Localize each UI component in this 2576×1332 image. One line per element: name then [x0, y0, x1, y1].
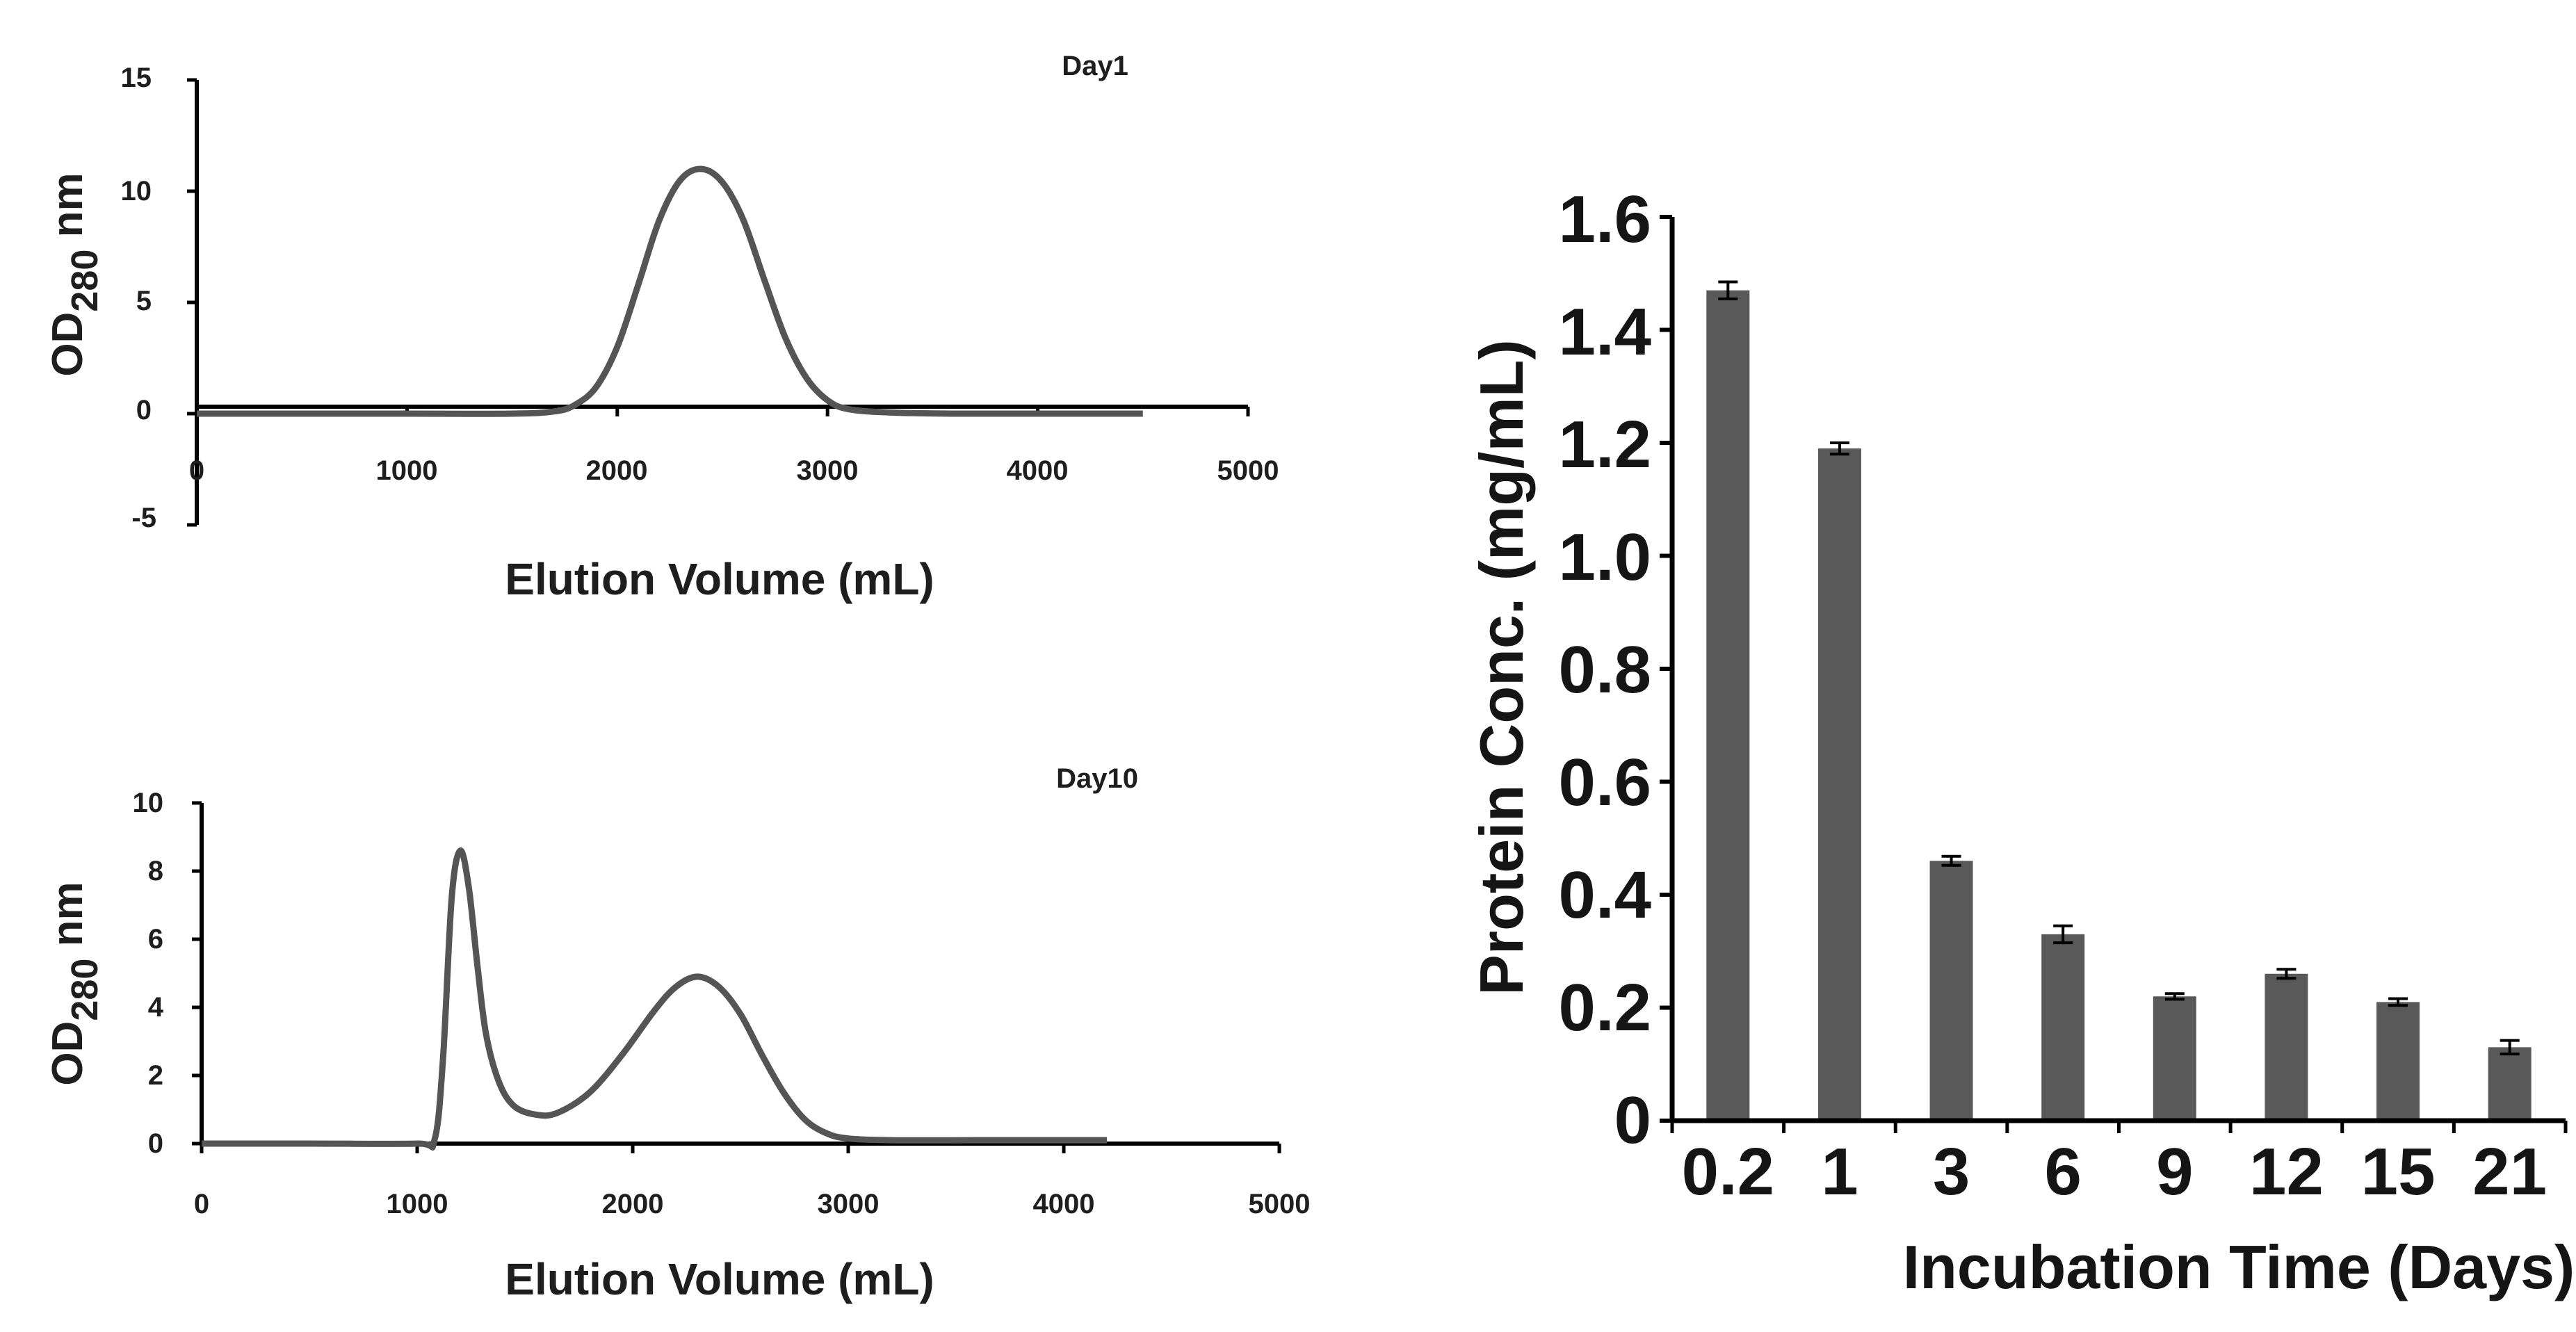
bar	[2265, 973, 2308, 1121]
y-tick-label: 10	[133, 788, 164, 818]
y-tick-label: 1.0	[1559, 520, 1651, 594]
x-tick-label: 5000	[1217, 455, 1279, 486]
bar	[1929, 861, 1973, 1121]
chart-day1: Day1 15 10 5 0 -5 0 1000 2000 3000 4000 …	[44, 51, 1279, 604]
x-axis-label: Elution Volume (mL)	[505, 1254, 934, 1304]
x-tick-label: 1000	[387, 1189, 448, 1219]
y-axis-label: OD280 nm	[44, 882, 106, 1085]
x-tick-label: 4000	[1007, 455, 1069, 486]
y-tick-label: -5	[131, 503, 156, 533]
y-tick-label: 2	[148, 1060, 163, 1091]
x-tick-label: 1	[1821, 1135, 1858, 1209]
chart-protein-concentration: 0.2 1 3 6 9 12 15 21 1.6 1.4 1.2 1.0 0.8 0.6 0.…	[1467, 182, 2575, 1301]
y-tick-label: 1.2	[1559, 407, 1651, 482]
x-tick-label: 9	[2156, 1135, 2193, 1209]
y-tick-label: 0	[1614, 1083, 1651, 1158]
x-tick-label: 4000	[1033, 1189, 1095, 1219]
bar	[2041, 934, 2085, 1121]
y-tick-label: 4	[148, 992, 164, 1023]
x-tick-label: 1000	[376, 455, 438, 486]
y-tick-label: 1.6	[1559, 182, 1651, 257]
x-tick-label: 2000	[602, 1189, 664, 1219]
y-axis-label: Protein Conc. (mg/mL)	[1467, 339, 1536, 996]
x-axis-label: Incubation Time (Days)	[1903, 1233, 2575, 1301]
y-tick-label: 0.8	[1559, 633, 1651, 707]
chart-day10: Day10 10 8 6 4 2 0 0 1000 2000 3000 4000…	[44, 763, 1310, 1304]
bar	[2488, 1047, 2532, 1121]
chart-title: Day1	[1062, 51, 1128, 81]
bar	[1817, 448, 1861, 1121]
y-tick-label: 0.2	[1559, 970, 1651, 1045]
x-tick-label: 0.2	[1682, 1135, 1774, 1209]
y-tick-label: 5	[136, 286, 152, 316]
y-tick-label: 15	[121, 63, 152, 93]
y-tick-label: 0	[148, 1128, 163, 1159]
bar	[1706, 290, 1750, 1121]
bar	[2376, 1002, 2420, 1121]
series-line-day1	[197, 165, 1143, 417]
x-tick-label: 15	[2361, 1135, 2436, 1209]
y-tick-label: 6	[148, 924, 163, 955]
series-line-day10	[201, 847, 1107, 1151]
x-axis-label: Elution Volume (mL)	[505, 554, 934, 604]
x-tick-label: 3000	[797, 455, 859, 486]
x-tick-label: 3000	[818, 1189, 880, 1219]
x-tick-label: 0	[194, 1189, 209, 1219]
x-tick-label: 6	[2044, 1135, 2081, 1209]
y-tick-label: 0.4	[1559, 858, 1651, 932]
chart-title: Day10	[1056, 763, 1138, 794]
x-tick-label: 0	[189, 455, 204, 486]
x-tick-label: 3	[1933, 1135, 1970, 1209]
x-tick-label: 5000	[1249, 1189, 1311, 1219]
y-tick-label: 0.6	[1559, 745, 1651, 820]
x-tick-label: 2000	[586, 455, 648, 486]
y-axis-label: OD280 nm	[44, 172, 106, 376]
x-tick-label: 12	[2249, 1135, 2324, 1209]
bar	[2153, 996, 2196, 1121]
x-tick-label: 21	[2472, 1135, 2547, 1209]
y-tick-label: 10	[121, 176, 152, 206]
y-tick-label: 8	[148, 856, 163, 886]
y-tick-label: 0	[136, 395, 152, 425]
y-tick-label: 1.4	[1559, 295, 1651, 369]
